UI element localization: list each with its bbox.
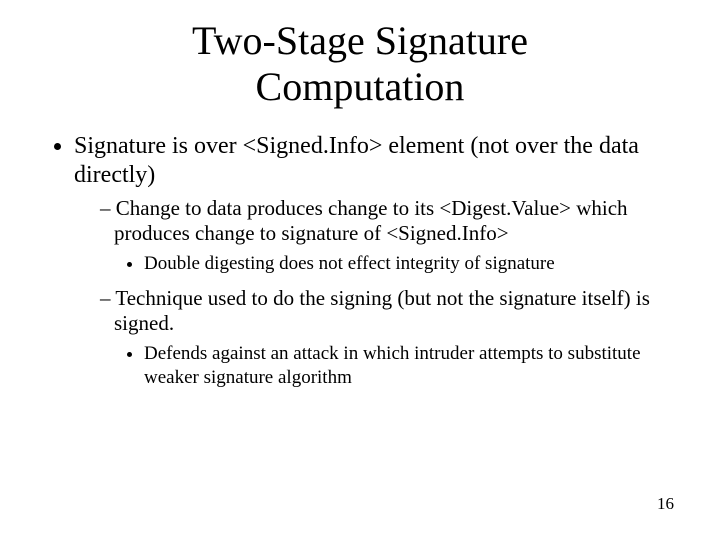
bullet-1-2-1-text: Defends against an attack in which intru… [144,343,641,388]
bullet-1-sublist: Change to data produces change to its <D… [74,196,680,390]
bullet-1-1: Change to data produces change to its <D… [100,196,680,276]
bullet-1-1-1: Double digesting does not effect integri… [144,252,680,276]
bullet-1-text: Signature is over <Signed.Info> element … [74,133,639,188]
slide: Two-Stage Signature Computation Signatur… [0,0,720,540]
bullet-1-1-text: Change to data produces change to its <D… [114,196,628,245]
bullet-1-1-sublist: Double digesting does not effect integri… [114,252,680,276]
bullet-1-1-1-text: Double digesting does not effect integri… [144,253,555,274]
page-number: 16 [657,494,674,514]
bullet-1-2-1: Defends against an attack in which intru… [144,342,680,390]
bullet-1: Signature is over <Signed.Info> element … [74,132,680,390]
title-line-2: Computation [256,64,465,109]
bullet-list: Signature is over <Signed.Info> element … [40,132,680,390]
slide-title: Two-Stage Signature Computation [40,18,680,110]
bullet-1-2: Technique used to do the signing (but no… [100,286,680,390]
bullet-1-2-sublist: Defends against an attack in which intru… [114,342,680,390]
bullet-1-2-text: Technique used to do the signing (but no… [114,286,650,335]
title-line-1: Two-Stage Signature [192,18,528,63]
